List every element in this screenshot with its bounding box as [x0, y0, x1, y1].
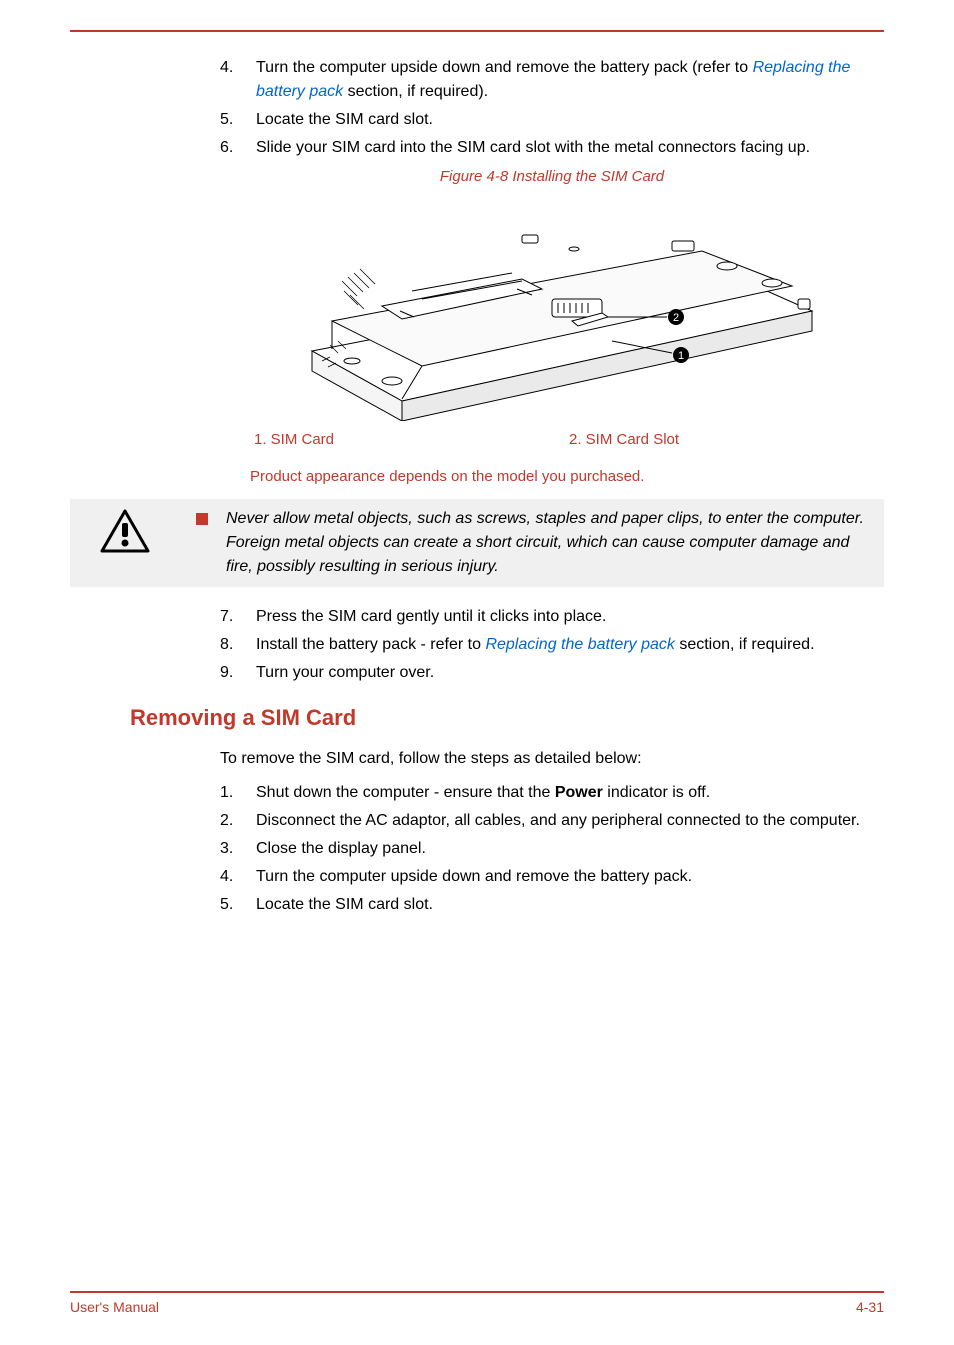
- step-text: Install the battery pack - refer to Repl…: [256, 633, 884, 657]
- legend-2: 2. SIM Card Slot: [569, 431, 884, 448]
- figure-caption: Figure 4-8 Installing the SIM Card: [220, 168, 884, 185]
- legend-1: 1. SIM Card: [254, 431, 569, 448]
- step-text: Close the display panel.: [256, 837, 884, 861]
- steps-bottom-list: 1.Shut down the computer - ensure that t…: [220, 781, 884, 917]
- footer-right: 4-31: [856, 1299, 884, 1315]
- footer-rule: [70, 1291, 884, 1293]
- list-item: 1.Shut down the computer - ensure that t…: [220, 781, 884, 805]
- step-text: Slide your SIM card into the SIM card sl…: [256, 136, 884, 160]
- step-text: Press the SIM card gently until it click…: [256, 605, 884, 629]
- step-text: Turn the computer upside down and remove…: [256, 865, 884, 889]
- cross-ref-link[interactable]: Replacing the battery pack: [256, 59, 850, 100]
- section-title: Removing a SIM Card: [130, 705, 884, 731]
- warning-icon: [100, 509, 150, 558]
- model-disclaimer: Product appearance depends on the model …: [250, 468, 884, 485]
- figure-legend: 1. SIM Card 2. SIM Card Slot: [254, 431, 884, 448]
- svg-text:1: 1: [678, 350, 684, 362]
- step-text: Turn the computer upside down and remove…: [256, 56, 884, 104]
- step-number: 4.: [220, 56, 256, 104]
- step-number: 3.: [220, 837, 256, 861]
- step-number: 4.: [220, 865, 256, 889]
- step-number: 9.: [220, 661, 256, 685]
- step-text: Disconnect the AC adaptor, all cables, a…: [256, 809, 884, 833]
- list-item: 5.Locate the SIM card slot.: [220, 108, 884, 132]
- list-item: 2.Disconnect the AC adaptor, all cables,…: [220, 809, 884, 833]
- step-text: Locate the SIM card slot.: [256, 893, 884, 917]
- list-item: 5.Locate the SIM card slot.: [220, 893, 884, 917]
- step-text: Shut down the computer - ensure that the…: [256, 781, 884, 805]
- step-number: 5.: [220, 108, 256, 132]
- intro-para: To remove the SIM card, follow the steps…: [220, 747, 884, 771]
- cross-ref-link[interactable]: Replacing the battery pack: [485, 636, 674, 653]
- svg-text:2: 2: [673, 312, 679, 324]
- step-number: 2.: [220, 809, 256, 833]
- page-footer: User's Manual 4-31: [70, 1291, 884, 1315]
- step-number: 7.: [220, 605, 256, 629]
- figure-illustration: 2 1: [220, 191, 884, 421]
- footer-left: User's Manual: [70, 1299, 159, 1315]
- list-item: 7.Press the SIM card gently until it cli…: [220, 605, 884, 629]
- list-item: 9.Turn your computer over.: [220, 661, 884, 685]
- step-text: Locate the SIM card slot.: [256, 108, 884, 132]
- list-item: 8.Install the battery pack - refer to Re…: [220, 633, 884, 657]
- list-item: 3.Close the display panel.: [220, 837, 884, 861]
- step-number: 1.: [220, 781, 256, 805]
- warning-block: Never allow metal objects, such as screw…: [70, 499, 884, 587]
- step-number: 5.: [220, 893, 256, 917]
- warning-bullet: [196, 513, 208, 525]
- warning-text: Never allow metal objects, such as screw…: [226, 507, 876, 579]
- step-number: 8.: [220, 633, 256, 657]
- list-item: 4.Turn the computer upside down and remo…: [220, 56, 884, 104]
- list-item: 4.Turn the computer upside down and remo…: [220, 865, 884, 889]
- steps-top-list: 4.Turn the computer upside down and remo…: [220, 56, 884, 160]
- list-item: 6.Slide your SIM card into the SIM card …: [220, 136, 884, 160]
- steps-mid-list: 7.Press the SIM card gently until it cli…: [220, 605, 884, 685]
- step-text: Turn your computer over.: [256, 661, 884, 685]
- top-rule: [70, 30, 884, 32]
- step-number: 6.: [220, 136, 256, 160]
